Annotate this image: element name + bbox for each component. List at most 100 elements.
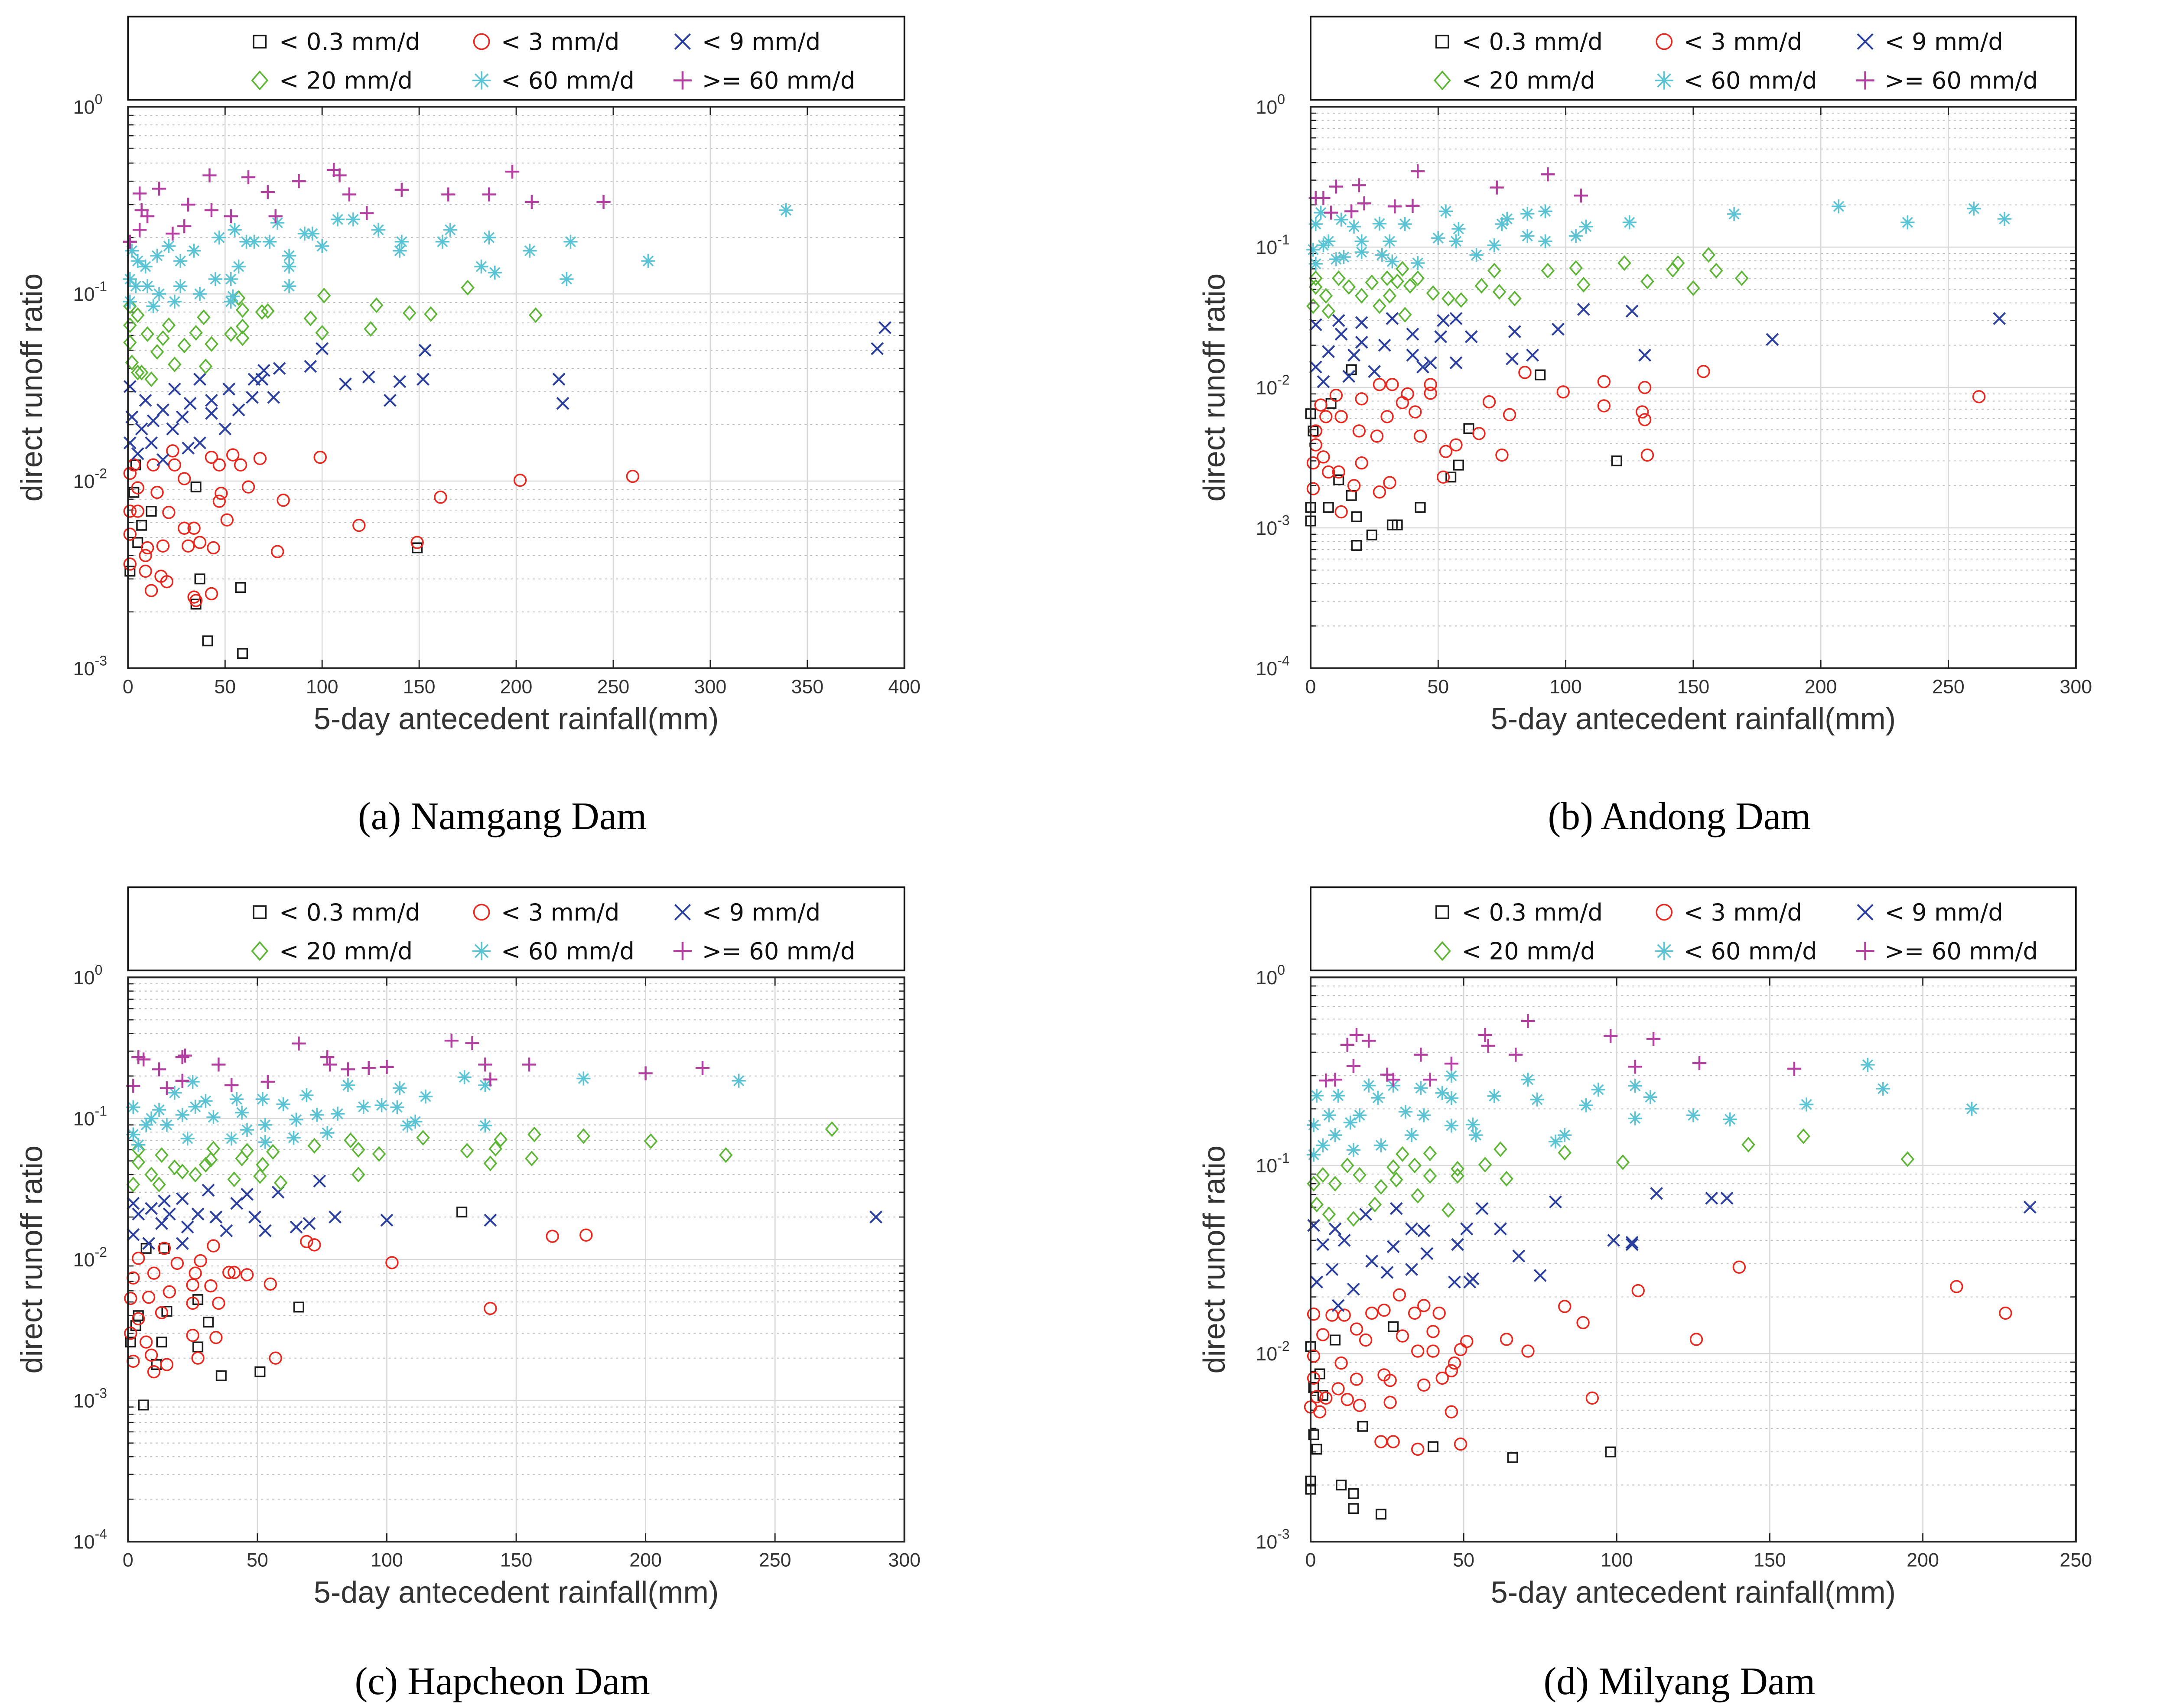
data-point <box>1766 333 1779 346</box>
series-1 <box>124 1228 593 1379</box>
data-point <box>1331 1089 1345 1103</box>
data-point <box>168 382 181 396</box>
data-point <box>410 536 424 549</box>
series-1 <box>123 444 639 607</box>
data-point <box>186 1296 199 1310</box>
data-point <box>1403 278 1417 294</box>
data-point <box>1574 189 1588 203</box>
data-point <box>563 234 578 249</box>
data-point <box>266 1144 280 1160</box>
data-point <box>1423 1145 1437 1161</box>
data-point <box>193 373 206 386</box>
data-point <box>342 187 357 202</box>
data-point <box>1406 328 1419 341</box>
data-point <box>292 1036 306 1051</box>
legend-item: < 60 mm/d <box>472 67 634 94</box>
data-point <box>136 520 147 531</box>
data-point <box>1417 1378 1431 1392</box>
data-point <box>290 1220 303 1234</box>
data-point <box>1368 365 1381 378</box>
data-point <box>168 356 182 372</box>
data-point <box>380 1213 394 1227</box>
legend-label: < 9 mm/d <box>702 28 821 55</box>
data-point <box>1346 1143 1361 1157</box>
data-point <box>1365 274 1379 290</box>
data-point <box>1993 312 2006 325</box>
data-point <box>1370 429 1384 443</box>
asterisk-marker-icon <box>1655 71 1673 90</box>
x-tick-label: 250 <box>1932 676 1965 697</box>
data-point <box>125 244 139 258</box>
legend-label: < 3 mm/d <box>501 899 620 926</box>
data-point <box>1386 519 1398 530</box>
data-point <box>1308 217 1323 231</box>
data-point <box>320 1050 335 1064</box>
data-point <box>1347 1211 1360 1227</box>
data-point <box>1591 1083 1606 1097</box>
x-tick-label: 200 <box>1805 676 1837 697</box>
data-point <box>1518 366 1532 379</box>
data-point <box>1408 1306 1422 1320</box>
data-point <box>1310 1197 1324 1213</box>
legend-item: < 20 mm/d <box>1433 938 1595 965</box>
series-4 <box>123 203 793 313</box>
y-tick-base: 10 <box>1256 517 1277 539</box>
data-point <box>218 422 232 436</box>
legend-item: >= 60 mm/d <box>1856 938 2038 965</box>
series-5 <box>1308 164 1588 220</box>
data-point <box>138 259 153 274</box>
data-point <box>527 1126 541 1142</box>
legend-label: < 20 mm/d <box>1462 938 1595 965</box>
data-point <box>282 248 296 263</box>
data-point <box>123 272 137 286</box>
data-point <box>139 549 152 563</box>
data-point <box>127 1228 140 1241</box>
data-point <box>1329 388 1343 402</box>
x-tick-label: 50 <box>1427 676 1449 697</box>
gridlines <box>1310 106 2077 669</box>
data-point <box>240 1268 254 1282</box>
data-point <box>1316 1138 1330 1152</box>
data-point <box>247 234 261 249</box>
x-tick-label: 100 <box>371 1549 403 1571</box>
x-tick-label: 300 <box>2060 676 2092 697</box>
data-point <box>1436 470 1450 484</box>
data-point <box>1720 1191 1734 1205</box>
data-point <box>185 1074 200 1089</box>
y-tick-base: 10 <box>73 1390 95 1412</box>
data-point <box>178 1048 192 1063</box>
data-points <box>124 1034 882 1411</box>
data-point <box>178 521 191 535</box>
data-point <box>424 306 438 322</box>
legend-item: < 0.3 mm/d <box>253 28 420 55</box>
legend-box <box>1310 16 2077 101</box>
x-marker-icon <box>674 904 691 921</box>
data-point <box>1309 318 1322 332</box>
x-tick-label: 200 <box>629 1549 662 1571</box>
data-point <box>144 371 158 387</box>
data-point <box>576 1071 591 1086</box>
y-tick-base: 10 <box>1256 967 1277 989</box>
data-point <box>341 1062 355 1077</box>
data-point <box>364 321 377 337</box>
series-4 <box>126 1070 746 1152</box>
data-point <box>215 1370 227 1381</box>
data-point <box>135 422 148 436</box>
data-point <box>170 1256 184 1270</box>
data-point <box>1635 405 1649 419</box>
data-point <box>188 1167 202 1183</box>
data-point <box>1411 164 1425 179</box>
data-point <box>1309 279 1323 295</box>
data-point <box>175 1108 189 1122</box>
series-0 <box>1305 364 1622 551</box>
data-point <box>1520 229 1535 243</box>
y-tick-label: 10 -2 <box>1256 372 1289 399</box>
data-point <box>341 1078 355 1093</box>
data-point <box>176 1192 189 1205</box>
y-tick-label: 10 -4 <box>73 1526 107 1553</box>
x-tick-label: 50 <box>1453 1549 1474 1571</box>
data-point <box>1368 1197 1382 1213</box>
data-point <box>139 564 152 578</box>
plus-marker-icon <box>1856 71 1874 90</box>
legend-item: >= 60 mm/d <box>673 938 855 965</box>
